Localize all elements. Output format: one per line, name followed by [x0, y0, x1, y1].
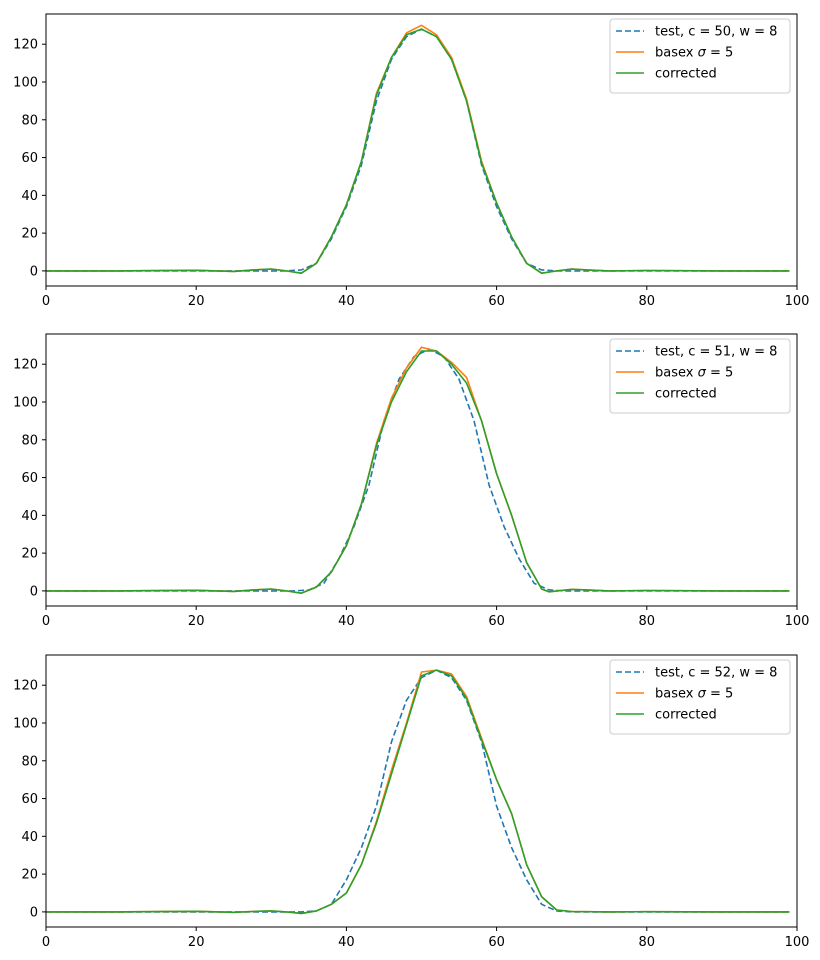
- x-tick-label: 40: [338, 614, 355, 629]
- x-tick-label: 20: [188, 935, 205, 950]
- legend: test, c = 51, w = 8 basex σ = 5 corrected: [609, 338, 791, 414]
- x-tick-label: 100: [785, 935, 810, 950]
- y-tick-label: 80: [21, 433, 38, 448]
- y-tick-label: 100: [13, 396, 38, 411]
- y-tick-label: 120: [13, 679, 38, 694]
- y-tick-label: 0: [30, 905, 38, 920]
- legend-label-basex: basex σ = 5: [655, 687, 733, 702]
- legend-label-basex: basex σ = 5: [655, 366, 733, 381]
- plot-frame: [45, 13, 798, 287]
- y-tick-label: 60: [21, 151, 38, 166]
- legend-label-basex: basex σ = 5: [655, 46, 733, 61]
- plot-frame: [45, 333, 798, 607]
- legend: test, c = 50, w = 8 basex σ = 5 corrected: [609, 18, 791, 94]
- x-tick-label: 100: [785, 294, 810, 309]
- series-line-corrected: [46, 669, 790, 915]
- chart-panel-2: 0 20 40 60 80 100 0 20 40 60 80 100 120 test, c = 51,…: [13, 333, 810, 629]
- x-tick-label: 60: [488, 935, 505, 950]
- y-tick-label: 20: [21, 547, 38, 562]
- y-tick-label: 120: [13, 358, 38, 373]
- x-tick-label: 0: [42, 614, 50, 629]
- x-tick-label: 100: [785, 614, 810, 629]
- y-tick-label: 40: [21, 509, 38, 524]
- y-tick-label: 0: [30, 584, 38, 599]
- legend-box: [609, 18, 791, 94]
- x-tick-label: 0: [42, 935, 50, 950]
- legend-label-corrected: corrected: [655, 67, 717, 82]
- y-tick-label: 100: [13, 717, 38, 732]
- y-tick-label: 60: [21, 792, 38, 807]
- series-line-corrected: [46, 350, 790, 594]
- x-tick-label: 20: [188, 294, 205, 309]
- x-tick-label: 80: [639, 294, 656, 309]
- x-tick-label: 0: [42, 294, 50, 309]
- y-tick-label: 0: [30, 264, 38, 279]
- legend-label-test: test, c = 50, w = 8: [655, 25, 777, 40]
- x-tick-label: 80: [639, 614, 656, 629]
- y-tick-label: 20: [21, 227, 38, 242]
- chart-panel-1: 0 20 40 60 80 100 0 20 40 60 80 100 120 test, c = 50,…: [13, 13, 810, 309]
- legend-label-corrected: corrected: [655, 387, 717, 402]
- x-tick-label: 60: [488, 614, 505, 629]
- legend-label-corrected: corrected: [655, 708, 717, 723]
- x-tick-label: 20: [188, 614, 205, 629]
- y-tick-label: 80: [21, 113, 38, 128]
- x-tick-label: 40: [338, 935, 355, 950]
- legend-box: [609, 659, 791, 735]
- chart-panel-3: 0 20 40 60 80 100 0 20 40 60 80 100 120 test, c = 52,…: [13, 654, 810, 950]
- y-tick-label: 20: [21, 868, 38, 883]
- y-tick-label: 40: [21, 189, 38, 204]
- y-tick-label: 40: [21, 830, 38, 845]
- y-tick-label: 60: [21, 471, 38, 486]
- x-tick-label: 80: [639, 935, 656, 950]
- legend-label-test: test, c = 51, w = 8: [655, 345, 777, 360]
- x-tick-label: 40: [338, 294, 355, 309]
- series-line-corrected: [46, 28, 790, 274]
- plot-frame: [45, 654, 798, 928]
- legend-box: [609, 338, 791, 414]
- y-tick-label: 80: [21, 754, 38, 769]
- x-tick-label: 60: [488, 294, 505, 309]
- y-tick-label: 100: [13, 76, 38, 91]
- legend: test, c = 52, w = 8 basex σ = 5 corrected: [609, 659, 791, 735]
- legend-label-test: test, c = 52, w = 8: [655, 666, 777, 681]
- y-tick-label: 120: [13, 38, 38, 53]
